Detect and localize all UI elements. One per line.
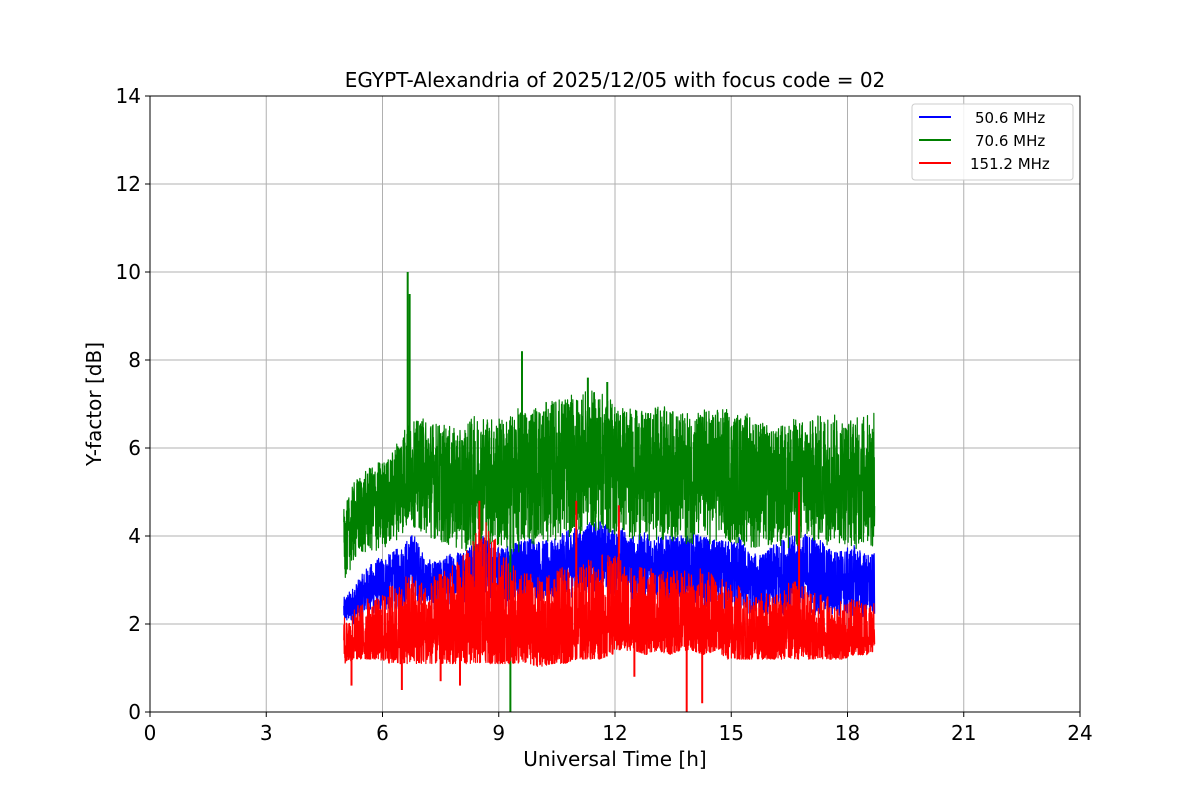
legend-label-70-6: 70.6 MHz — [975, 132, 1045, 150]
x-tick-label: 0 — [144, 721, 157, 745]
y-tick-label: 10 — [116, 260, 141, 284]
x-tick-label: 9 — [492, 721, 505, 745]
legend-label-151-2: 151.2 MHz — [970, 155, 1050, 173]
y-tick-label: 6 — [128, 436, 141, 460]
x-tick-label: 3 — [260, 721, 273, 745]
x-tick-label: 12 — [602, 721, 627, 745]
y-tick-label: 0 — [128, 700, 141, 724]
plot-series — [343, 272, 876, 712]
legend-box — [911, 103, 1074, 181]
x-axis-label: Universal Time [h] — [523, 747, 706, 771]
legend-label-50-6: 50.6 MHz — [975, 109, 1045, 127]
series-line — [343, 390, 876, 578]
y-tick-label: 4 — [128, 524, 141, 548]
x-tick-label: 15 — [719, 721, 744, 745]
x-tick-label: 6 — [376, 721, 389, 745]
legend: 50.6 MHz 70.6 MHz 151.2 MHz — [911, 103, 1074, 181]
x-tick-label: 24 — [1067, 721, 1092, 745]
y-tick-label: 12 — [116, 172, 141, 196]
x-tick-label: 18 — [835, 721, 860, 745]
chart-title: EGYPT-Alexandria of 2025/12/05 with focu… — [345, 68, 886, 92]
series-line — [343, 522, 876, 668]
y-tick-label: 14 — [116, 84, 141, 108]
x-tick-label: 21 — [951, 721, 976, 745]
y-tick-label: 8 — [128, 348, 141, 372]
y-tick-label: 2 — [128, 612, 141, 636]
y-axis-label: Y-factor [dB] — [82, 342, 106, 467]
